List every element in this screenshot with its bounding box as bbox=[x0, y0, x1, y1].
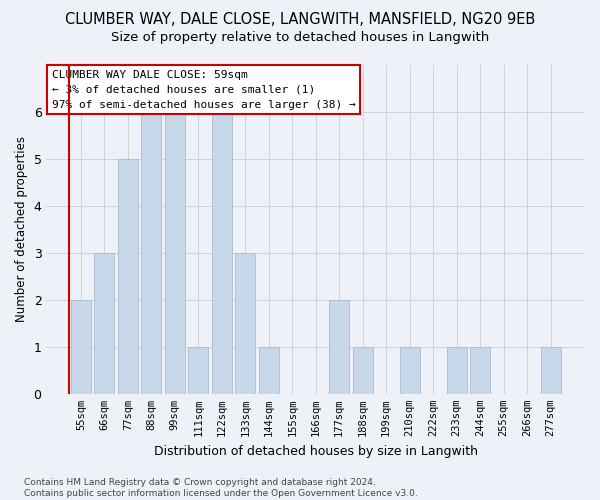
Bar bbox=[142, 112, 161, 394]
Bar bbox=[118, 159, 138, 394]
Bar bbox=[212, 112, 232, 394]
X-axis label: Distribution of detached houses by size in Langwith: Distribution of detached houses by size … bbox=[154, 444, 478, 458]
Bar bbox=[71, 300, 91, 394]
Bar bbox=[353, 347, 373, 394]
Bar bbox=[94, 253, 115, 394]
Text: Size of property relative to detached houses in Langwith: Size of property relative to detached ho… bbox=[111, 31, 489, 44]
Bar bbox=[188, 347, 208, 394]
Bar bbox=[259, 347, 279, 394]
Bar bbox=[470, 347, 490, 394]
Bar bbox=[446, 347, 467, 394]
Bar bbox=[400, 347, 419, 394]
Bar bbox=[329, 300, 349, 394]
Text: CLUMBER WAY, DALE CLOSE, LANGWITH, MANSFIELD, NG20 9EB: CLUMBER WAY, DALE CLOSE, LANGWITH, MANSF… bbox=[65, 12, 535, 28]
Text: Contains HM Land Registry data © Crown copyright and database right 2024.
Contai: Contains HM Land Registry data © Crown c… bbox=[24, 478, 418, 498]
Bar bbox=[235, 253, 255, 394]
Bar bbox=[541, 347, 560, 394]
Text: CLUMBER WAY DALE CLOSE: 59sqm
← 3% of detached houses are smaller (1)
97% of sem: CLUMBER WAY DALE CLOSE: 59sqm ← 3% of de… bbox=[52, 70, 356, 110]
Y-axis label: Number of detached properties: Number of detached properties bbox=[15, 136, 28, 322]
Bar bbox=[165, 112, 185, 394]
